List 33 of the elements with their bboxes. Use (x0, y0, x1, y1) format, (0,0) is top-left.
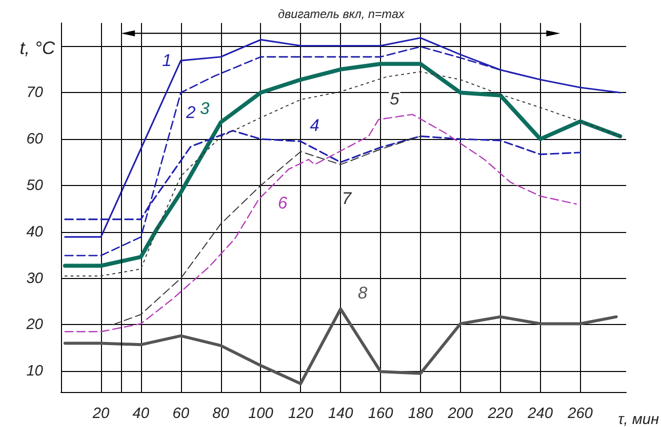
series-label: 3 (200, 98, 210, 118)
series-label: 5 (390, 89, 400, 108)
x-tick-label: 180 (408, 405, 434, 422)
y-tick-label: 40 (26, 223, 44, 240)
series-label: 2 (185, 103, 196, 122)
x-tick-label: 140 (328, 405, 354, 422)
y-tick-label: 30 (26, 270, 44, 287)
line-series (63, 307, 618, 386)
series-label: 6 (278, 194, 288, 213)
series-label: 4 (310, 116, 320, 135)
x-tick-label: 100 (248, 405, 274, 422)
x-tick-label: 160 (368, 405, 394, 422)
y-tick-label: 10 (26, 362, 44, 380)
y-tick-label: 60 (26, 130, 44, 148)
y-axis-title: t, °C (20, 38, 56, 58)
y-tick-label: 50 (26, 176, 44, 194)
x-tick-label: 60 (172, 405, 190, 422)
x-tick-label: 260 (566, 405, 594, 422)
series-label: 7 (342, 189, 352, 208)
x-axis-title: τ, мин (618, 411, 660, 427)
series-label: 1 (162, 51, 172, 70)
x-tick-label: 80 (212, 405, 230, 422)
x-tick-label: 220 (486, 405, 514, 422)
y-tick-label: 70 (26, 84, 44, 102)
x-tick-label: 40 (132, 405, 150, 422)
x-tick-label: 120 (288, 405, 314, 422)
text: двигатель вкл, n=max (278, 7, 406, 21)
y-tick-label: 20 (25, 316, 44, 334)
series-label: 8 (358, 283, 368, 302)
line-series (112, 136, 421, 326)
x-tick-label: 20 (92, 405, 110, 422)
x-tick-label: 200 (446, 405, 474, 422)
x-tick-label: 240 (526, 405, 554, 422)
